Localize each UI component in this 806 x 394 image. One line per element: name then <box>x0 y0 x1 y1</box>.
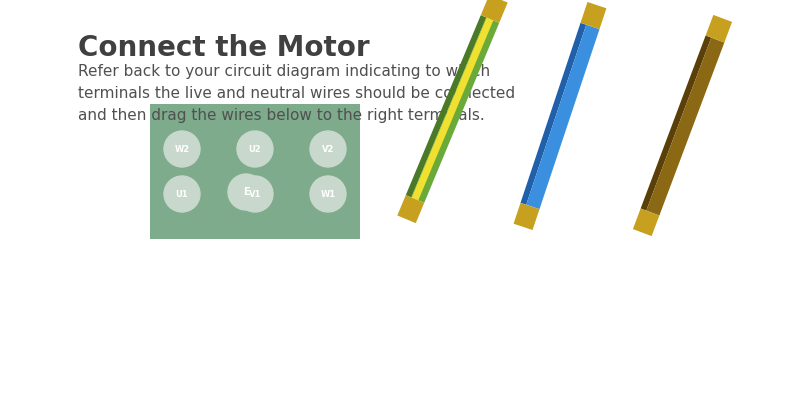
Circle shape <box>310 131 346 167</box>
Circle shape <box>310 176 346 212</box>
Text: Connect the Motor: Connect the Motor <box>78 34 370 62</box>
Circle shape <box>164 131 200 167</box>
Circle shape <box>164 176 200 212</box>
Polygon shape <box>646 37 725 216</box>
Polygon shape <box>412 18 493 201</box>
Text: U1: U1 <box>176 190 189 199</box>
Polygon shape <box>526 25 600 209</box>
Text: U2: U2 <box>249 145 261 154</box>
Text: W1: W1 <box>321 190 335 199</box>
Polygon shape <box>521 23 586 205</box>
Polygon shape <box>411 17 499 203</box>
Polygon shape <box>705 15 732 43</box>
FancyBboxPatch shape <box>150 104 360 239</box>
Circle shape <box>237 131 273 167</box>
Polygon shape <box>641 35 711 211</box>
Polygon shape <box>580 2 606 29</box>
Polygon shape <box>480 0 508 23</box>
FancyBboxPatch shape <box>225 177 267 209</box>
Polygon shape <box>405 15 486 197</box>
Text: E: E <box>243 187 249 197</box>
Text: Refer back to your circuit diagram indicating to which
terminals the live and ne: Refer back to your circuit diagram indic… <box>78 64 515 123</box>
Polygon shape <box>633 208 659 236</box>
Polygon shape <box>397 195 424 223</box>
Polygon shape <box>513 203 539 230</box>
Text: V2: V2 <box>322 145 334 154</box>
Circle shape <box>228 174 264 210</box>
Text: V1: V1 <box>249 190 261 199</box>
Circle shape <box>237 176 273 212</box>
Text: W2: W2 <box>174 145 189 154</box>
